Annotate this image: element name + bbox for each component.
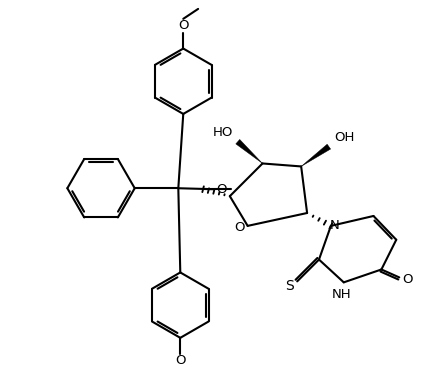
Polygon shape [236, 139, 263, 163]
Text: NH: NH [332, 288, 352, 301]
Text: O: O [402, 273, 412, 286]
Text: N: N [330, 219, 340, 232]
Text: O: O [178, 19, 189, 32]
Text: O: O [217, 183, 227, 196]
Text: O: O [175, 354, 186, 367]
Polygon shape [301, 144, 331, 166]
Text: S: S [285, 279, 294, 293]
Text: O: O [234, 222, 245, 234]
Text: OH: OH [334, 131, 354, 144]
Text: HO: HO [212, 126, 233, 139]
